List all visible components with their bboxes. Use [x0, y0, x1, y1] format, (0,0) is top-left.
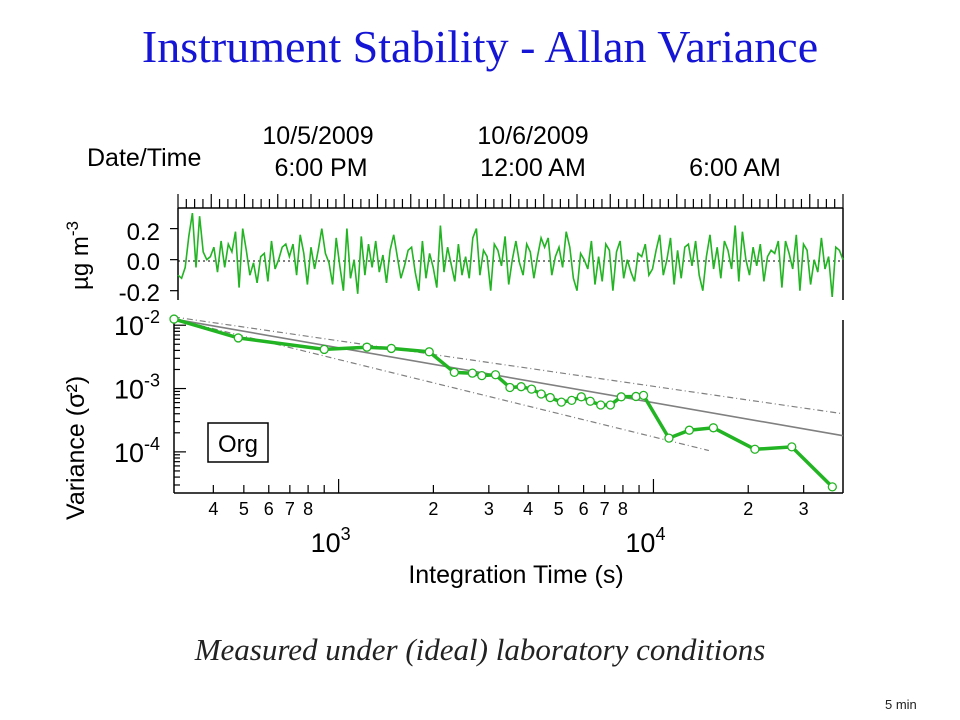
av-ymajor-exp: -3 [144, 371, 160, 391]
av-ymajor-label: 10-3 [114, 371, 160, 405]
av-variance-point [556, 397, 567, 407]
av-ymajor-base: 10 [114, 438, 144, 468]
av-variance-point [536, 389, 546, 399]
av-y-tick-labels: 10-210-310-4 [114, 307, 160, 468]
av-variance-point [631, 391, 641, 402]
av-variance-point [567, 395, 577, 406]
ts-top-ticks [177, 194, 844, 208]
av-xtick-label: 5 [239, 499, 249, 519]
av-variance-point [605, 400, 616, 410]
ts-xlabel: Date/Time [87, 144, 201, 172]
caption: Measured under (ideal) laboratory condit… [194, 632, 766, 667]
av-xtick-label: 2 [428, 499, 438, 519]
av-ymajor-exp: -4 [144, 434, 160, 454]
av-variance-point [684, 425, 694, 435]
av-ymajor-label: 10-2 [114, 307, 160, 341]
ts-ylabel-unit: µg m [67, 236, 94, 290]
av-xlabel: Integration Time (s) [408, 561, 623, 589]
av-ylabel: Variance (σ²) [62, 376, 90, 520]
av-xmajor-exp: 3 [341, 524, 351, 544]
av-variance-point [319, 344, 329, 355]
av-ymajor-label: 10-4 [114, 434, 160, 468]
timeseries-panel: Date/Time 10/5/2009 6:00 PM 10/6/2009 12… [63, 122, 844, 307]
ts-time-tick-2: 6:00 AM [689, 154, 781, 182]
ts-ytick-1: 0.0 [127, 249, 160, 276]
ts-y-ticks [170, 228, 178, 292]
av-xtick-label: 7 [600, 499, 610, 519]
av-variance-point [585, 396, 595, 406]
av-xmajor-base: 10 [311, 528, 341, 558]
av-variance-point [169, 314, 179, 324]
av-variance-point [516, 382, 526, 392]
av-xtick-label: 3 [799, 499, 809, 519]
av-variance-line [173, 317, 834, 489]
av-variance-point [664, 433, 674, 443]
av-ymajor-base: 10 [114, 311, 144, 341]
slide-title: Instrument Stability - Allan Variance [141, 21, 819, 72]
annotation-label: Org [218, 431, 258, 458]
footnote: 5 min [885, 697, 917, 712]
av-bound-line [173, 316, 844, 415]
av-xtick-label: 7 [285, 499, 295, 519]
svg-text:µg m-3: µg m-3 [63, 221, 94, 290]
av-variance-point [449, 367, 459, 378]
av-variance-point [545, 392, 555, 403]
av-variance-point [505, 382, 515, 393]
ts-date-tick-0: 10/5/2009 [262, 122, 373, 150]
ts-ylabel: µg m-3 [63, 221, 94, 290]
av-xtick-label: 2 [743, 499, 753, 519]
av-xtick-label: 8 [618, 499, 628, 519]
av-xmajor-exp: 4 [655, 524, 665, 544]
av-x-ticks [212, 479, 805, 493]
av-fit-line [173, 318, 844, 437]
av-variance-point [596, 400, 606, 410]
av-variance-point [616, 392, 626, 402]
ts-time-tick-0: 6:00 PM [274, 154, 367, 182]
av-xtick-label: 5 [554, 499, 564, 519]
av-variance-point [526, 384, 537, 394]
av-xtick-label: 6 [579, 499, 589, 519]
av-variance-point [424, 347, 434, 357]
av-variance-point [490, 370, 501, 380]
av-variance-point [576, 392, 586, 402]
ts-ytick-0: 0.2 [127, 219, 160, 246]
av-ymajor-exp: -2 [144, 307, 160, 327]
av-xmajor-label: 103 [311, 524, 351, 558]
av-variance-point [233, 333, 243, 343]
av-ylabel-text: Variance (σ²) [62, 376, 90, 520]
av-series-group [169, 314, 844, 492]
av-variance-point [638, 390, 649, 401]
av-y-ticks [174, 324, 186, 486]
ts-date-tick-1: 10/6/2009 [477, 122, 588, 150]
ts-time-tick-1: 12:00 AM [480, 154, 586, 182]
av-variance-point [467, 368, 478, 378]
av-variance-point [477, 370, 487, 381]
av-variance-point [708, 423, 719, 433]
av-variance-point [750, 444, 760, 454]
av-variance-point [827, 482, 837, 492]
av-xtick-label: 8 [303, 499, 313, 519]
av-xtick-label: 3 [484, 499, 494, 519]
av-variance-point [386, 343, 396, 354]
av-xmajor-label: 104 [625, 524, 665, 558]
annotation-box [207, 422, 269, 463]
av-xtick-label: 6 [264, 499, 274, 519]
ts-ylabel-exp: -3 [63, 221, 82, 236]
av-variance-point [362, 342, 372, 352]
ts-ytick-2: -0.2 [119, 280, 160, 307]
av-ymajor-base: 10 [114, 375, 144, 405]
av-xtick-label: 4 [208, 499, 218, 519]
av-variance-point [787, 442, 797, 452]
ts-series-line [177, 212, 844, 297]
av-xtick-label: 4 [523, 499, 533, 519]
av-xmajor-base: 10 [625, 528, 655, 558]
